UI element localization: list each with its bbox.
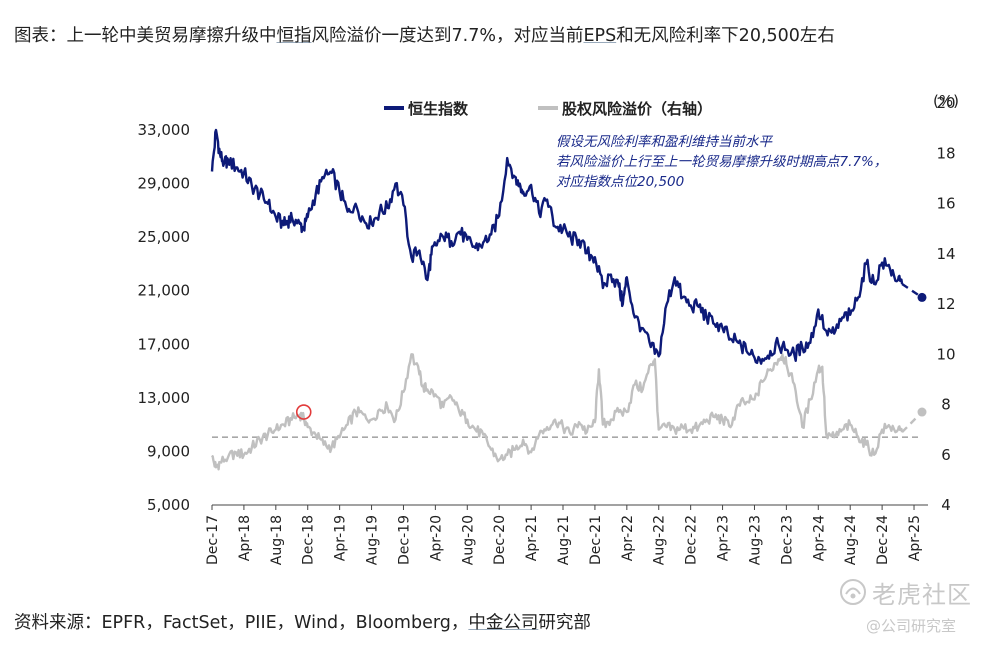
chart-area: 33,000 29,000 25,000 21,000 17,000 13,000 9,00… <box>138 92 959 565</box>
y-right-tick-label: 18 <box>936 144 955 162</box>
x-tick-label: Dec-19 <box>396 515 412 565</box>
title-link-eps[interactable]: EPS <box>583 26 617 46</box>
watermark-sub: @公司研究室 <box>866 617 957 635</box>
y-left-tick-label: 25,000 <box>138 228 191 246</box>
legend-label-hsi: 恒生指数 <box>408 100 469 118</box>
x-tick-label: Apr-18 <box>237 515 253 561</box>
y-right-tick-label: 16 <box>936 195 955 213</box>
x-tick-label: Apr-21 <box>524 515 540 561</box>
chart-axes: 33,000 29,000 25,000 21,000 17,000 13,000 9,00… <box>138 92 959 565</box>
source-note: 资料来源：EPFR，FactSet，PIIE，Wind，Bloomberg，中金… <box>14 609 591 634</box>
x-tick-label: Dec-20 <box>492 515 508 565</box>
y-right-tick-label: 10 <box>936 345 955 363</box>
y-right-tick-label: 12 <box>936 295 955 313</box>
x-tick-label: Aug-23 <box>747 515 763 565</box>
x-tick-label: Aug-19 <box>365 515 381 565</box>
legend-label-erp: 股权风险溢价（右轴） <box>562 100 712 118</box>
source-link-cicc[interactable]: 中金公司 <box>468 613 539 633</box>
y-left-tick-label: 13,000 <box>138 389 191 407</box>
y-right-tick-label: 6 <box>941 446 951 464</box>
x-tick-label: Dec-18 <box>301 515 317 565</box>
x-tick-label: Apr-22 <box>620 515 636 561</box>
chart-plot <box>210 128 927 471</box>
x-tick-label: Aug-24 <box>843 515 859 565</box>
title-part-3: 风险溢价一度达到7.7%，对应当前 <box>311 26 584 46</box>
y-right-tick-label: 14 <box>936 245 955 263</box>
series-line-hsi-forecast <box>901 283 923 299</box>
x-tick-label: Dec-22 <box>684 515 700 565</box>
y-right-tick-label: 8 <box>941 396 951 414</box>
source-part-1: 资料来源：EPFR，FactSet，PIIE，Wind，Bloomberg， <box>14 613 469 633</box>
x-tick-label: Apr-25 <box>907 515 923 561</box>
y-left-tick-label: 17,000 <box>138 335 191 353</box>
x-tick-label: Dec-24 <box>875 515 891 565</box>
x-tick-label: Dec-23 <box>779 515 795 565</box>
chart-legend: 恒生指数 股权风险溢价（右轴） <box>384 100 712 118</box>
y-right-tick-label: 4 <box>941 496 951 514</box>
chart-annotation: 假设无风险利率和盈利维持当前水平若风险溢价上行至上一轮贸易摩擦升级时期高点7.7… <box>556 134 887 190</box>
erp-forecast-point <box>917 407 927 417</box>
y-left-tick-label: 29,000 <box>138 175 191 193</box>
title-link-hsi[interactable]: 恒指 <box>276 26 312 46</box>
x-tick-label: Aug-18 <box>269 515 285 565</box>
x-tick-label: Aug-20 <box>460 515 476 565</box>
hsi-forecast-point <box>917 292 927 302</box>
x-tick-label: Apr-19 <box>333 515 349 561</box>
tiger-logo-icon <box>840 579 866 605</box>
x-tick-label: Apr-23 <box>716 515 732 561</box>
x-tick-label: Apr-20 <box>428 515 444 561</box>
annotation-line: 若风险溢价上行至上一轮贸易摩擦升级时期高点7.7%， <box>556 154 887 170</box>
erp-peak-highlight-circle <box>295 404 312 420</box>
y-left-tick-label: 21,000 <box>138 282 191 300</box>
series-line-erp <box>211 353 904 471</box>
x-tick-label: Aug-21 <box>556 515 572 565</box>
source-part-3: 研究部 <box>538 613 591 633</box>
y-left-tick-label: 5,000 <box>147 496 190 514</box>
series-line-erp-forecast <box>901 411 923 433</box>
chart-title: 图表：上一轮中美贸易摩擦升级中恒指风险溢价一度达到7.7%，对应当前EPS和无风… <box>14 22 835 47</box>
y-left-tick-label: 9,000 <box>147 442 190 460</box>
title-part-1: 图表：上一轮中美贸易摩擦升级中 <box>14 26 277 46</box>
annotation-line: 假设无风险利率和盈利维持当前水平 <box>556 134 773 150</box>
watermark: 老虎社区 @公司研究室 <box>838 575 988 637</box>
y-right-tick-label: 20 <box>936 94 955 112</box>
title-part-5: 和无风险利率下20,500左右 <box>616 26 835 46</box>
x-tick-label: Dec-21 <box>588 515 604 565</box>
x-tick-label: Apr-24 <box>811 515 827 561</box>
annotation-line: 对应指数点位20,500 <box>556 174 684 190</box>
y-right-unit-label: (%) <box>933 92 959 110</box>
x-tick-label: Dec-17 <box>205 515 221 565</box>
watermark-brand: 老虎社区 <box>872 581 972 609</box>
y-left-tick-label: 33,000 <box>138 121 191 139</box>
x-tick-label: Aug-22 <box>652 515 668 565</box>
series-line-hsi <box>210 128 904 365</box>
